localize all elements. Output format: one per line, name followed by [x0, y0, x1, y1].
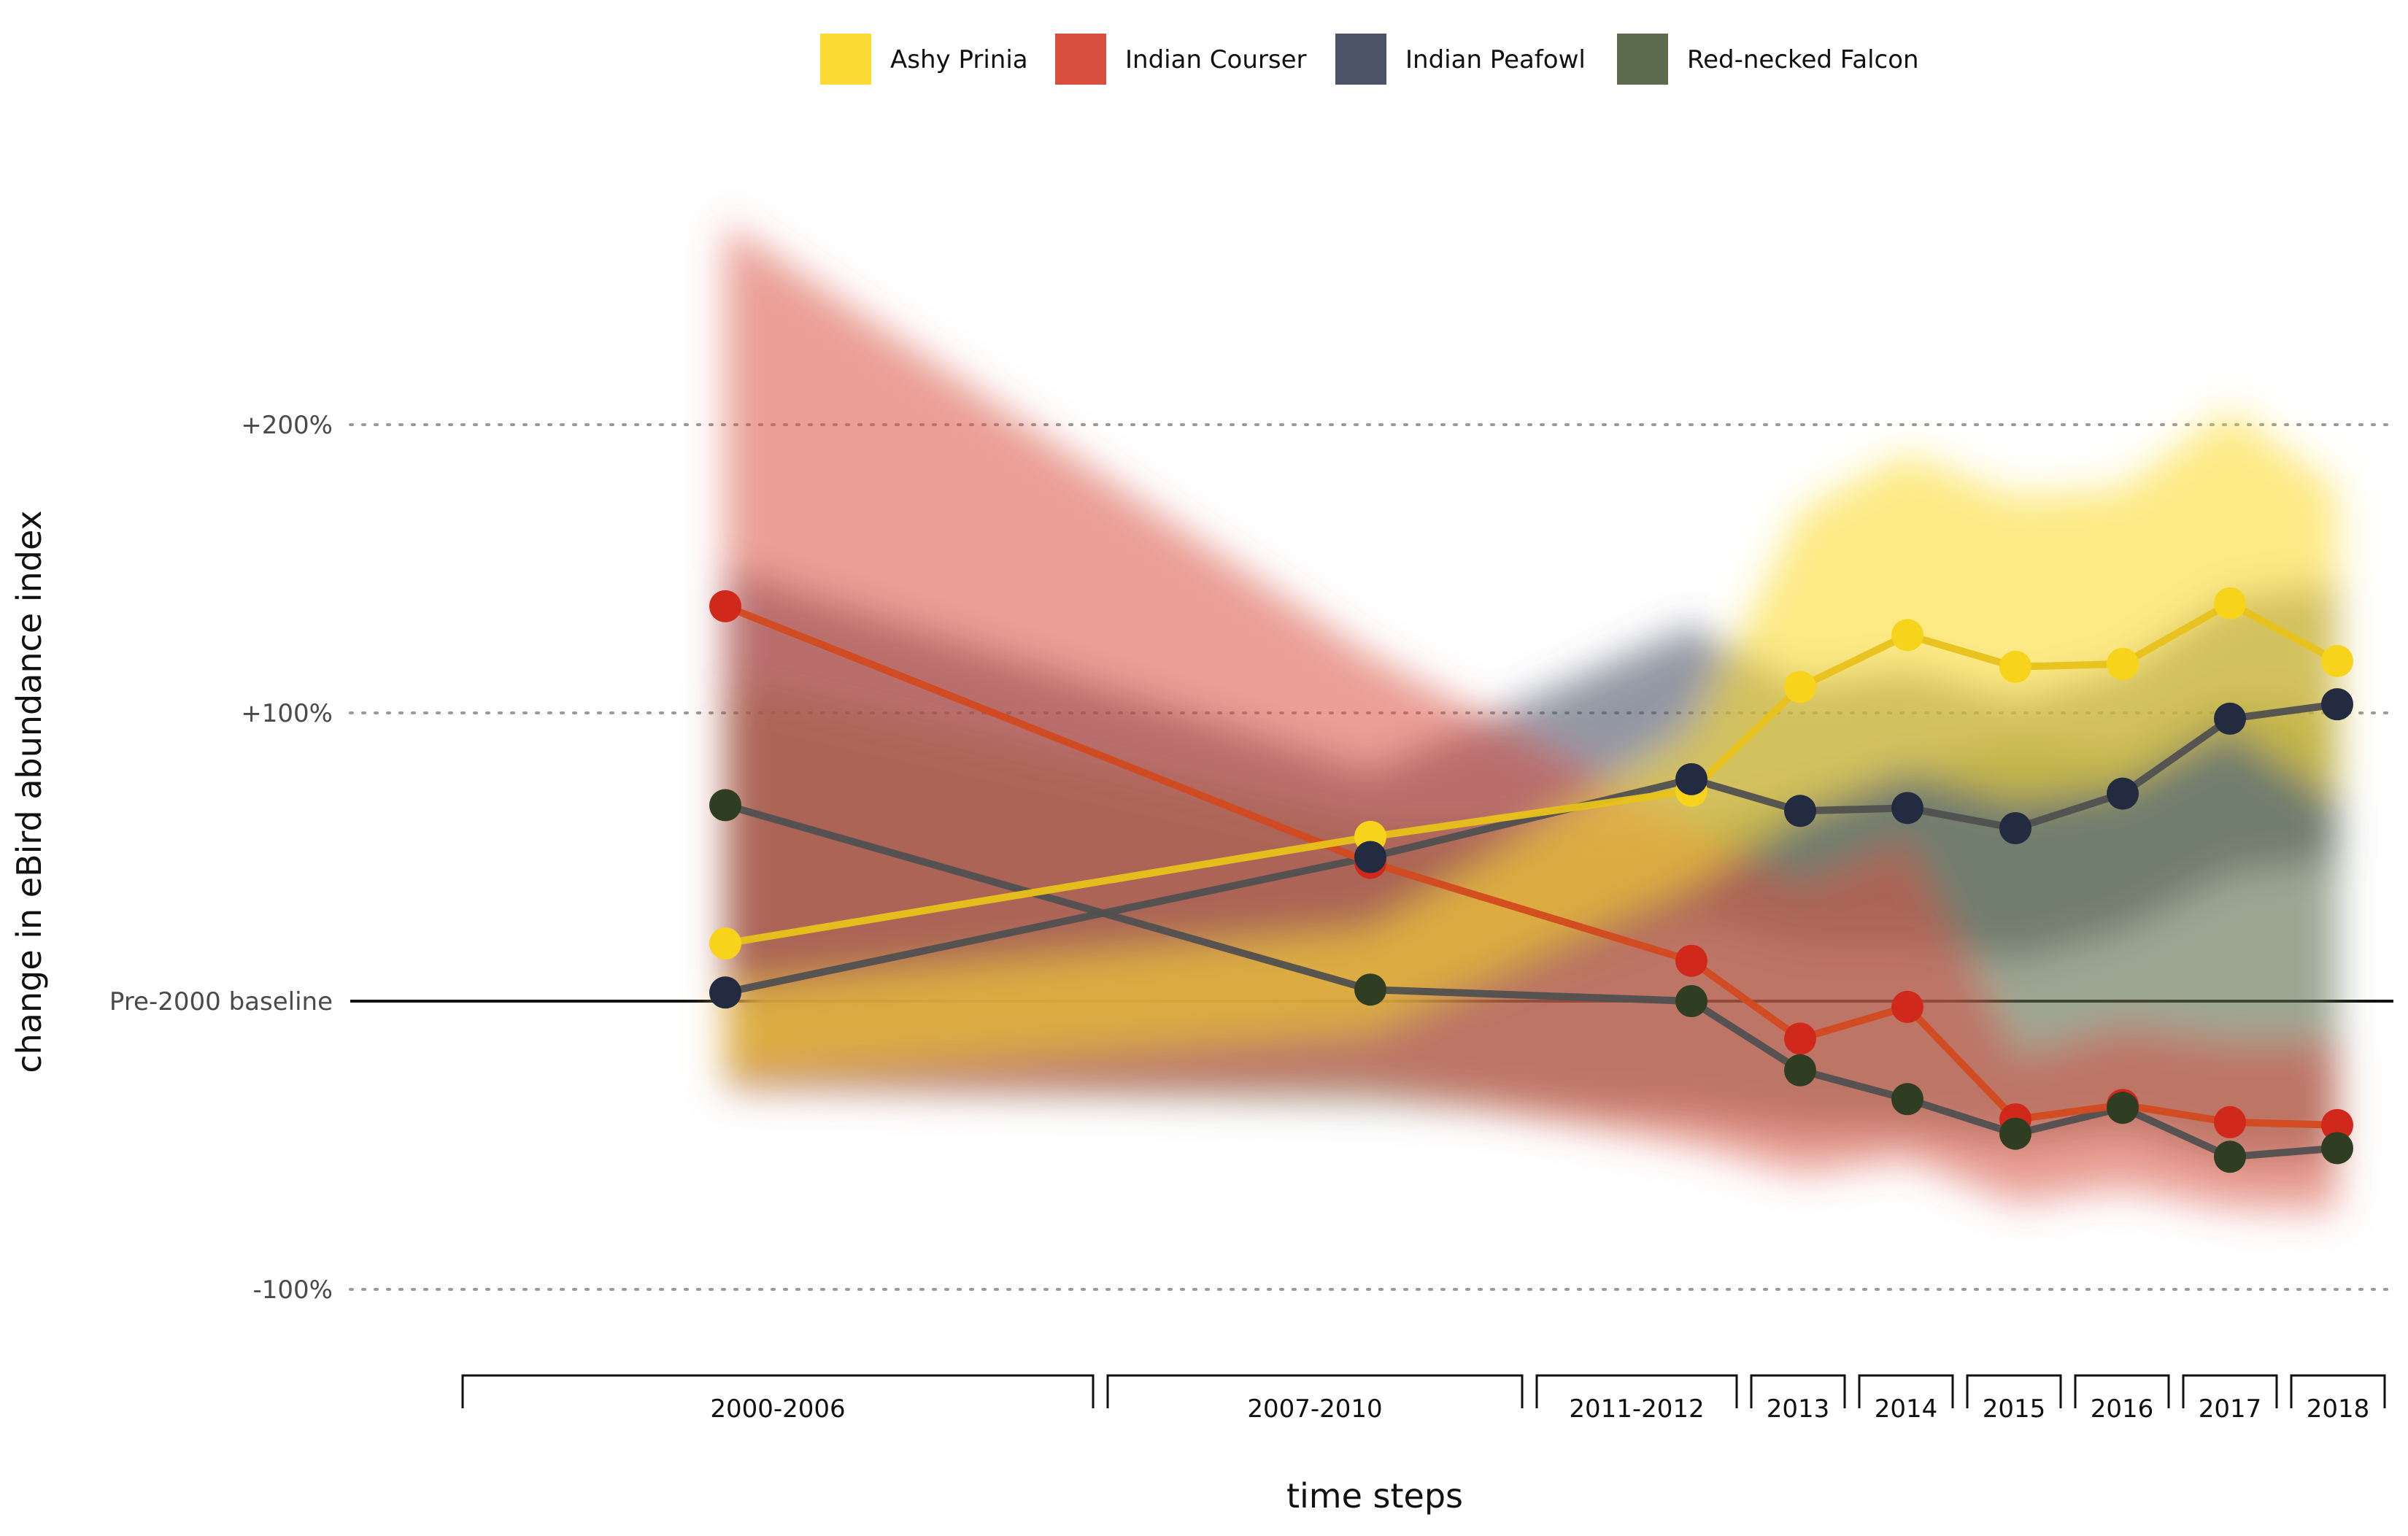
data-point-red-necked-falcon — [709, 789, 741, 822]
data-point-indian-peafowl — [2214, 702, 2246, 735]
x-bracket — [1750, 1374, 1846, 1408]
data-point-ashy-prinia — [1891, 619, 1923, 652]
data-point-indian-courser — [1891, 990, 1923, 1023]
data-point-red-necked-falcon — [2321, 1132, 2353, 1165]
x-bracket — [1966, 1374, 2062, 1408]
x-axis: 2000-2006 2007-2010 2011-2012 2013 2014 2015 2… — [461, 1374, 2386, 1424]
data-point-ashy-prinia — [709, 927, 741, 960]
confidence-bands — [725, 223, 2337, 1212]
data-point-indian-peafowl — [2107, 777, 2139, 810]
legend-swatch-indian-peafowl — [1335, 34, 1386, 85]
data-point-indian-courser — [709, 590, 741, 622]
x-tick-label: 2015 — [1983, 1394, 2046, 1424]
legend-label-ashy-prinia: Ashy Prinia — [890, 45, 1028, 74]
x-tick-label: 2014 — [1875, 1394, 1938, 1424]
x-tick-label: 2018 — [2307, 1394, 2370, 1424]
legend-label-indian-courser: Indian Courser — [1125, 45, 1306, 74]
y-axis-title: change in eBird abundance index — [9, 510, 49, 1073]
data-point-indian-peafowl — [2321, 688, 2353, 721]
legend-label-indian-peafowl: Indian Peafowl — [1405, 45, 1586, 74]
series-points — [709, 587, 2353, 1173]
data-point-ashy-prinia — [2107, 647, 2139, 680]
data-point-ashy-prinia — [1999, 650, 2031, 683]
data-point-red-necked-falcon — [1354, 973, 1386, 1006]
x-bracket — [1858, 1374, 1954, 1408]
x-axis-title: time steps — [1286, 1476, 1463, 1516]
x-bracket — [2182, 1374, 2278, 1408]
data-point-ashy-prinia — [1784, 671, 1816, 703]
x-bracket — [461, 1374, 1095, 1408]
data-point-indian-courser — [2214, 1105, 2246, 1138]
data-point-ashy-prinia — [2321, 644, 2353, 677]
x-tick-label: 2017 — [2199, 1394, 2262, 1424]
data-point-indian-courser — [1784, 1022, 1816, 1055]
x-bracket — [1535, 1374, 1738, 1408]
legend-swatch-ashy-prinia — [820, 34, 871, 85]
data-point-red-necked-falcon — [2107, 1092, 2139, 1124]
y-tick-label: -100% — [253, 1276, 333, 1305]
legend: Ashy Prinia Indian Courser Indian Peafowl R… — [820, 34, 1919, 85]
data-point-indian-peafowl — [1675, 763, 1707, 795]
data-point-indian-peafowl — [1354, 841, 1386, 873]
y-tick-label: +100% — [241, 699, 333, 728]
y-tick-labels: +200% +100% Pre-2000 baseline -100% — [109, 411, 333, 1305]
data-point-red-necked-falcon — [1784, 1054, 1816, 1087]
data-point-red-necked-falcon — [1675, 985, 1707, 1017]
x-bracket — [2074, 1374, 2170, 1408]
data-point-indian-courser — [2321, 1108, 2353, 1141]
data-point-red-necked-falcon — [1999, 1117, 2031, 1150]
x-tick-label: 2000-2006 — [710, 1394, 845, 1424]
x-tick-label: 2016 — [2091, 1394, 2154, 1424]
x-bracket — [1106, 1374, 1524, 1408]
data-point-red-necked-falcon — [1891, 1083, 1923, 1116]
legend-swatch-indian-courser — [1055, 34, 1106, 85]
data-point-red-necked-falcon — [2214, 1141, 2246, 1173]
data-point-indian-peafowl — [1784, 795, 1816, 827]
x-bracket — [2290, 1374, 2386, 1408]
y-tick-label: +200% — [241, 411, 333, 440]
data-point-indian-peafowl — [709, 976, 741, 1009]
data-point-indian-peafowl — [1891, 792, 1923, 825]
data-point-ashy-prinia — [2214, 587, 2246, 620]
legend-swatch-red-necked-falcon — [1617, 34, 1668, 85]
x-tick-label: 2007-2010 — [1247, 1394, 1382, 1424]
x-tick-label: 2013 — [1767, 1394, 1830, 1424]
x-tick-label: 2011-2012 — [1569, 1394, 1704, 1424]
confidence-band-ashy-prinia — [725, 410, 2337, 1073]
data-point-indian-courser — [1675, 944, 1707, 977]
data-point-indian-peafowl — [1999, 812, 2031, 844]
legend-label-red-necked-falcon: Red-necked Falcon — [1687, 45, 1919, 74]
y-tick-label: Pre-2000 baseline — [109, 987, 333, 1016]
